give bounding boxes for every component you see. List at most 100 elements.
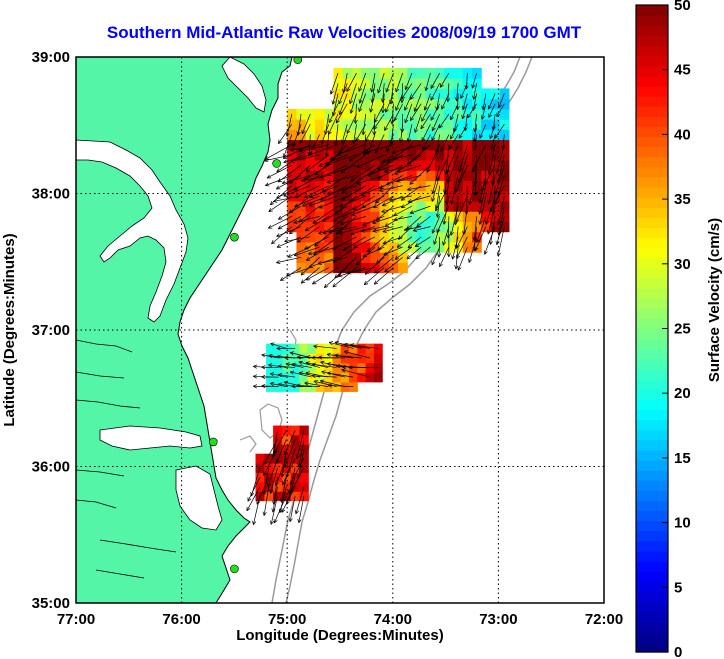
velocity-cell — [407, 241, 418, 253]
velocity-vector-head — [268, 353, 273, 356]
velocity-vector-head — [334, 210, 337, 215]
velocity-vector-head — [460, 95, 465, 99]
velocity-vector-head — [382, 109, 386, 114]
velocity-vector-head — [480, 115, 483, 120]
velocity-vector-head — [269, 383, 274, 387]
velocity-vector-head — [298, 221, 303, 223]
velocity-cell — [324, 160, 334, 171]
velocity-vector-head — [381, 158, 386, 162]
velocity-vector — [284, 430, 296, 456]
velocity-vector-head — [481, 105, 484, 110]
velocity-vector-head — [501, 145, 504, 150]
velocity-vector-head — [314, 171, 317, 176]
velocity-vector-head — [289, 481, 294, 485]
velocity-vector — [361, 226, 385, 232]
velocity-vector-head — [491, 146, 495, 151]
velocity-vector-head — [432, 190, 436, 194]
velocity-cell — [351, 201, 362, 212]
velocity-cell — [324, 252, 334, 263]
colorbar-band — [636, 197, 668, 208]
velocity-vector — [289, 495, 296, 522]
velocity-vector — [458, 154, 468, 183]
velocity-cell — [324, 343, 333, 354]
velocity-vector-head — [336, 365, 340, 369]
river-inlets — [76, 339, 177, 579]
velocity-vector — [495, 175, 505, 205]
velocity-vector-head — [335, 141, 339, 146]
velocity-vector-head — [343, 344, 348, 347]
velocity-vector-head — [360, 228, 365, 232]
velocity-cell — [388, 160, 399, 171]
velocity-vector-head — [414, 243, 418, 247]
velocity-vector — [290, 371, 312, 378]
velocity-vector — [278, 374, 296, 378]
velocity-vector-head — [407, 189, 412, 192]
velocity-vector-head — [398, 138, 401, 143]
velocity-cell — [287, 201, 297, 212]
velocity-vector — [332, 267, 357, 288]
velocity-vector — [384, 164, 413, 173]
velocity-vector-head — [358, 88, 363, 92]
velocity-vector — [358, 93, 367, 112]
velocity-vector — [304, 185, 329, 198]
velocity-vector-head — [313, 380, 318, 384]
velocity-cell — [324, 221, 334, 233]
colorbar-band — [636, 358, 668, 370]
velocity-vector — [351, 185, 376, 202]
velocity-vector-head — [327, 171, 331, 176]
velocity-cell — [388, 170, 399, 182]
velocity-vector — [335, 216, 357, 235]
velocity-vector — [290, 154, 320, 162]
velocity-vector — [373, 103, 385, 123]
velocity-vector — [382, 154, 413, 162]
velocity-cell — [324, 170, 334, 182]
velocity-vector-head — [256, 501, 261, 505]
velocity-cell — [296, 201, 307, 212]
velocity-vector-head — [420, 126, 425, 130]
velocity-cell — [416, 211, 427, 222]
velocity-cell — [388, 180, 399, 192]
velocity-vector — [487, 206, 496, 235]
velocity-vector-head — [479, 135, 484, 139]
velocity-vector — [272, 486, 278, 513]
velocity-cell — [444, 98, 455, 110]
velocity-cell — [407, 129, 418, 141]
velocity-vector-head — [449, 231, 452, 236]
velocity-vector-head — [400, 196, 404, 201]
velocity-vector — [374, 134, 385, 154]
velocity-vector-head — [329, 156, 333, 160]
velocity-vector-head — [287, 489, 290, 494]
velocity-vector — [431, 216, 440, 234]
velocity-vector — [273, 430, 287, 455]
velocity-vector-head — [323, 232, 328, 234]
velocity-vector-head — [332, 285, 337, 288]
velocity-vector-head — [306, 356, 311, 360]
velocity-cell — [296, 190, 307, 202]
velocity-vector-head — [364, 152, 369, 155]
velocity-vector-head — [313, 344, 318, 347]
velocity-vector-head — [391, 120, 395, 125]
velocity-vector-head — [376, 166, 380, 170]
velocity-cell — [314, 180, 325, 192]
velocity-vector-head — [299, 371, 304, 373]
velocity-cell — [373, 372, 383, 383]
velocity-cell — [274, 381, 284, 392]
velocity-cell — [407, 201, 418, 212]
velocity-vector-head — [284, 355, 289, 358]
velocity-vector-head — [433, 240, 435, 245]
velocity-vector-head — [443, 221, 447, 225]
velocity-vector — [396, 175, 422, 182]
velocity-vector-head — [298, 519, 302, 523]
velocity-vector — [343, 343, 370, 349]
velocity-cell — [349, 362, 358, 373]
colorbar-tick-label: 5 — [674, 579, 682, 596]
velocity-cell — [365, 372, 375, 383]
velocity-vector-head — [394, 171, 398, 175]
velocity-vector-head — [343, 342, 348, 345]
velocity-vector — [482, 93, 487, 110]
velocity-vector-head — [381, 211, 386, 213]
velocity-vector — [362, 246, 385, 257]
velocity-cell — [324, 381, 333, 392]
colorbar-tick-label: 40 — [674, 126, 691, 143]
velocity-cell — [314, 262, 325, 274]
